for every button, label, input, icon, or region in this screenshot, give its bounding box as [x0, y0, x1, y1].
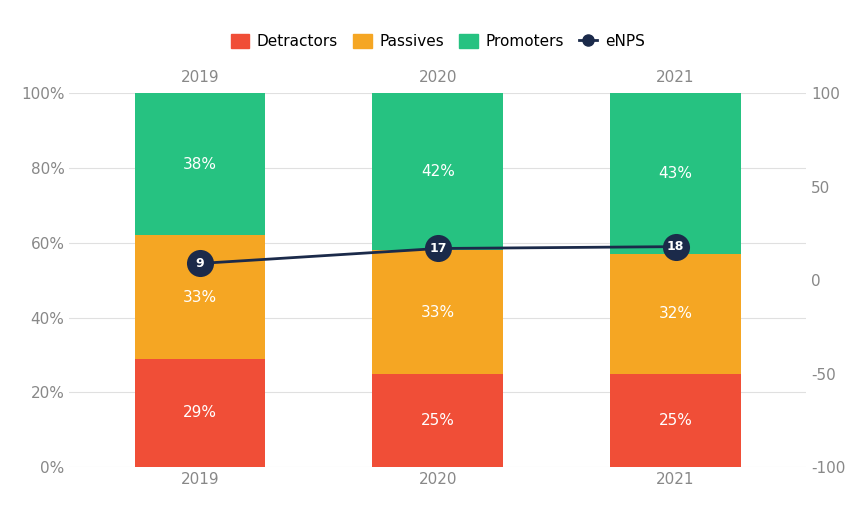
Legend: Detractors, Passives, Promoters, eNPS: Detractors, Passives, Promoters, eNPS — [223, 26, 653, 57]
Bar — [373, 93, 503, 250]
Text: 9: 9 — [196, 257, 205, 270]
Text: 18: 18 — [667, 240, 684, 253]
Bar — [610, 93, 741, 254]
Text: 33%: 33% — [420, 305, 455, 320]
Point — [431, 244, 445, 253]
Text: 33%: 33% — [183, 290, 217, 305]
Text: 25%: 25% — [659, 413, 693, 428]
Text: 32%: 32% — [659, 306, 693, 321]
Text: 17: 17 — [429, 242, 447, 255]
Text: 42%: 42% — [420, 165, 455, 180]
Bar — [373, 374, 503, 467]
Text: 25%: 25% — [420, 413, 455, 428]
Bar — [610, 254, 741, 374]
Bar — [134, 359, 265, 467]
Bar — [134, 93, 265, 236]
Text: 38%: 38% — [183, 157, 217, 172]
Bar — [610, 374, 741, 467]
Text: 29%: 29% — [183, 405, 217, 420]
Text: 43%: 43% — [659, 166, 693, 181]
Point — [193, 260, 207, 268]
Bar — [373, 250, 503, 374]
Point — [668, 242, 682, 251]
Bar — [134, 236, 265, 359]
